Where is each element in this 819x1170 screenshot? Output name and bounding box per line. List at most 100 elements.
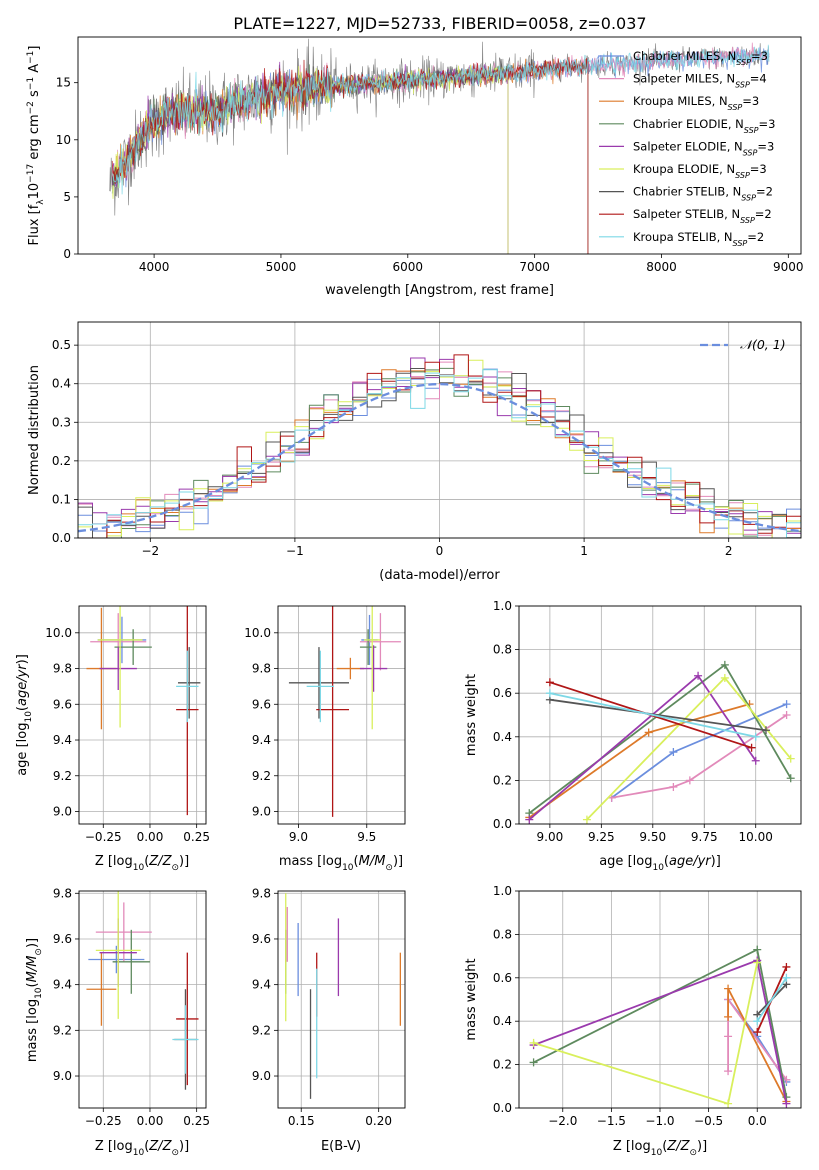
spectrum-ytick-label-2: 10 <box>56 133 71 147</box>
mass-z-y-label: mass [log10(M/M⊙)] <box>25 938 44 1062</box>
residual-legend-label: 𝒩(0, 1) <box>740 337 786 352</box>
weight_vs_Z-point-chabrier-elodie-0 <box>529 1058 538 1067</box>
spectrum-xtick-label-1: 5000 <box>266 260 297 274</box>
weight_vs_age-ytick-label-5: 1.0 <box>493 599 512 613</box>
mass_vs_ebv-xtick-label-1: 0.20 <box>365 1114 392 1128</box>
residuals-ytick-label-1: 0.1 <box>52 492 71 506</box>
spectrum-legend-label-6: Chabrier STELIB, NSSP=2 <box>633 185 773 203</box>
weight_vs_Z-point-salpeter-stelib-0 <box>753 1028 762 1037</box>
spectrum-legend-label-4: Salpeter ELODIE, NSSP=3 <box>633 139 774 157</box>
residuals-plot-area <box>78 354 801 538</box>
spectrum-x-label: wavelength [Angstrom, rest frame] <box>325 283 554 298</box>
weight_vs_age-point-salpeter-miles-2 <box>685 776 694 785</box>
weight_vs_age-ytick-label-1: 0.2 <box>493 773 512 787</box>
mass_vs_Z-ytick-label-2: 9.4 <box>53 978 72 992</box>
spectrum-frame <box>77 36 802 255</box>
spectrum-xtick-label-5: 9000 <box>773 260 804 274</box>
weight_vs_age-point-kroupa-elodie-1 <box>720 673 729 682</box>
mass_vs_ebv-plot-area <box>285 893 402 1099</box>
age_vs_mass-ytick-label-2: 9.4 <box>252 733 271 747</box>
age_vs_mass-ytick-label-3: 9.6 <box>252 697 271 711</box>
weight-age-x-label-text: age [log10(age/yr)] <box>599 854 721 873</box>
spectrum-xtick-label-2: 6000 <box>393 260 424 274</box>
mass_vs_Z-xtick-label-0: −0.25 <box>85 1114 122 1128</box>
age_vs_Z-plot-area <box>86 606 201 816</box>
normal-curve <box>78 382 801 533</box>
weight_vs_age-y-label: mass weight <box>464 674 479 756</box>
mass-ebv-x-label: E(B-V) <box>321 1139 361 1154</box>
age_vs_Z-ytick-label-2: 9.4 <box>53 733 72 747</box>
residuals-ytick-label-5: 0.5 <box>52 338 71 352</box>
weight_vs_age-point-salpeter-stelib-0 <box>545 678 554 687</box>
weight_vs_age-xtick-label-2: 9.50 <box>639 830 666 844</box>
weight_vs_Z-ytick-label-1: 0.2 <box>493 1058 512 1072</box>
weight_vs_age-line-chabrier-stelib <box>549 698 767 732</box>
mass-z-y-label-text: mass [log10(M/M⊙)] <box>25 938 44 1062</box>
spectrum-legend-label-0: Chabrier MILES, NSSP=3 <box>633 49 768 67</box>
residuals-xtick-label-4: 2 <box>725 544 733 558</box>
residuals-ytick-label-0: 0.0 <box>52 531 71 545</box>
weight_vs_age-point-chabrier-elodie-2 <box>786 774 795 783</box>
weight_vs_Z-y-label: mass weight <box>464 958 479 1040</box>
residuals-xtick-label-1: −1 <box>286 544 304 558</box>
mass_vs_Z-ytick-label-0: 9.0 <box>53 1069 72 1083</box>
mass_vs_ebv-frame <box>277 890 406 1109</box>
spectrum-xtick-label-0: 4000 <box>139 260 170 274</box>
mass_vs_Z-ytick-label-4: 9.8 <box>53 886 72 900</box>
residuals-xtick-label-2: 0 <box>436 544 444 558</box>
spectrum-ytick-label-1: 5 <box>63 190 71 204</box>
weight_vs_Z-xtick-label-1: −1.5 <box>597 1114 626 1128</box>
mass-z-x-label-text: Z [log10(Z/Z⊙)] <box>95 1139 189 1158</box>
weight_vs_Z-xtick-label-0: −2.0 <box>548 1114 577 1128</box>
mass_vs_ebv-ytick-label-0: 9.0 <box>252 1069 271 1083</box>
age-z-x-label: Z [log10(Z/Z⊙)] <box>95 854 189 873</box>
residuals-xtick-label-3: 1 <box>580 544 588 558</box>
residual-hist-kroupa-stelib <box>78 369 801 538</box>
weight_vs_Z-xtick-label-3: −0.5 <box>694 1114 723 1128</box>
mass_vs_Z-plot-area <box>86 891 199 1090</box>
weight_vs_age-line-salpeter-elodie <box>528 674 757 821</box>
weight_vs_Z-point-kroupa-stelib-1 <box>782 973 791 982</box>
weight_vs_age-point-salpeter-stelib-1 <box>747 743 756 752</box>
residuals-ytick-label-3: 0.3 <box>52 415 71 429</box>
spectrum-xtick-label-4: 8000 <box>646 260 677 274</box>
age_vs_mass-xtick-label-0: 9.0 <box>289 830 308 844</box>
weight_vs_age-point-salpeter-miles-1 <box>669 782 678 791</box>
weight_vs_age-line-kroupa-miles <box>528 703 750 819</box>
age_vs_mass-ytick-label-4: 9.8 <box>252 662 271 676</box>
weight_vs_Z-point-salpeter-elodie-2 <box>782 1099 791 1108</box>
spectrum-plot-area <box>109 38 770 254</box>
age_vs_Z-ytick-label-5: 10.0 <box>45 626 72 640</box>
mass_vs_ebv-ytick-label-1: 9.2 <box>252 1023 271 1037</box>
weight_vs_Z-plot-area <box>529 945 791 1108</box>
weight_vs_age-point-kroupa-stelib-0 <box>545 689 554 698</box>
mass_vs_Z-frame <box>78 890 207 1109</box>
age_vs_mass-ytick-label-5: 10.0 <box>244 626 271 640</box>
spectrum-model-salpeter-stelib <box>111 56 589 254</box>
weight_vs_age-point-chabrier-miles-2 <box>782 700 791 709</box>
spectrum-legend-label-1: Salpeter MILES, NSSP=4 <box>633 72 767 90</box>
weight_vs_age-ytick-label-0: 0.0 <box>493 817 512 831</box>
weight_vs_Z-point-kroupa-miles-1 <box>724 984 733 993</box>
weight_vs_age-point-kroupa-miles-1 <box>644 728 653 737</box>
spectrum-xtick-label-3: 7000 <box>519 260 550 274</box>
age-mass-x-label-text: mass [log10(M/M⊙)] <box>279 854 403 873</box>
mass_vs_Z-xtick-label-2: 0.25 <box>183 1114 210 1128</box>
weight-z-x-label-text: Z [log10(Z/Z⊙)] <box>613 1139 707 1158</box>
weight_vs_Z-point-salpeter-stelib-1 <box>782 962 791 971</box>
mass_vs_ebv-ytick-label-4: 9.8 <box>252 886 271 900</box>
weight_vs_age-xtick-label-3: 9.75 <box>691 830 718 844</box>
weight_vs_Z-line-kroupa-stelib <box>756 977 788 1022</box>
weight_vs_Z-point-kroupa-elodie-0 <box>529 1038 538 1047</box>
weight_vs_age-point-chabrier-miles-1 <box>669 748 678 757</box>
weight_vs_age-point-kroupa-stelib-1 <box>751 732 760 741</box>
weight_vs_age-plot-area <box>525 660 795 824</box>
weight_vs_age-line-kroupa-stelib <box>549 692 756 738</box>
age-mass-x-label: mass [log10(M/M⊙)] <box>279 854 403 873</box>
residuals-ytick-label-4: 0.4 <box>52 377 71 391</box>
weight_vs_Z-point-kroupa-elodie-1 <box>724 1099 733 1108</box>
weight_vs_Z-point-salpeter-miles-0 <box>724 1067 733 1076</box>
weight_vs_Z-point-kroupa-miles-0 <box>724 1012 733 1021</box>
weight-z-x-label: Z [log10(Z/Z⊙)] <box>613 1139 707 1158</box>
